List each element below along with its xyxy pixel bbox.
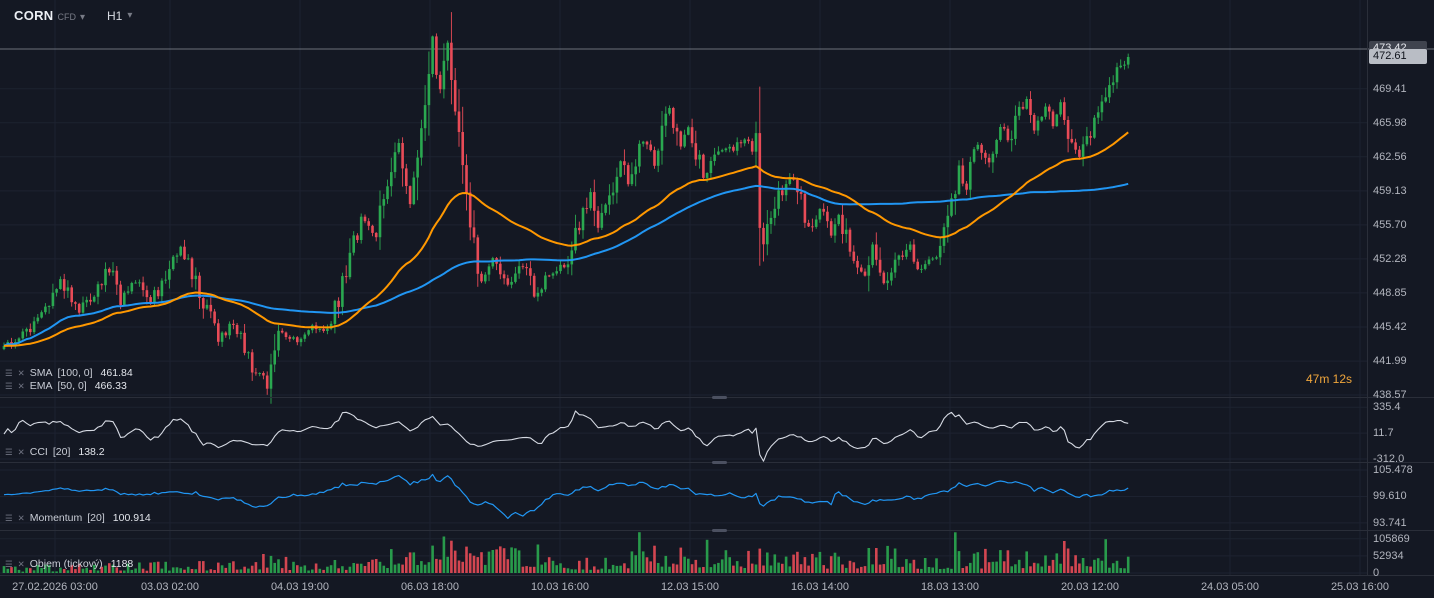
indicator-params: [20] bbox=[87, 512, 105, 524]
indicator-value: 1188 bbox=[110, 558, 134, 570]
indicator-value: 100.914 bbox=[112, 512, 151, 524]
indicator-name: SMA bbox=[29, 367, 53, 379]
indicator-menu-icon[interactable]: ☰ bbox=[5, 447, 13, 457]
indicator-menu-icon[interactable]: ☰ bbox=[5, 368, 13, 378]
indicator-close-icon[interactable]: ✕ bbox=[17, 559, 25, 569]
timeframe-selector[interactable]: H1 ▾ bbox=[107, 9, 132, 23]
symbol-name: CORN bbox=[14, 8, 54, 23]
indicator-params: [20] bbox=[52, 446, 71, 458]
indicator-label-momentum: ☰ ✕ Momentum [20] 100.914 bbox=[5, 512, 151, 524]
indicator-label-ema: ☰ ✕ EMA [50, 0] 466.33 bbox=[5, 380, 127, 392]
indicator-menu-icon[interactable]: ☰ bbox=[5, 559, 13, 569]
chart-header: CORN CFD ▾ H1 ▾ bbox=[14, 8, 132, 23]
indicator-label-cci: ☰ ✕ CCI [20] 138.2 bbox=[5, 446, 105, 458]
indicator-close-icon[interactable]: ✕ bbox=[17, 368, 25, 378]
chevron-down-icon: ▾ bbox=[127, 10, 133, 21]
indicator-name: CCI bbox=[29, 446, 48, 458]
instrument-type-label: CFD bbox=[57, 12, 76, 22]
last-price-tag: 472.61 bbox=[1369, 49, 1427, 65]
indicator-value: 461.84 bbox=[100, 367, 133, 379]
indicator-value: 138.2 bbox=[78, 446, 105, 458]
indicator-label-volume: ☰ ✕ Objem (tickový) 1188 bbox=[5, 558, 133, 570]
indicator-params: [50, 0] bbox=[57, 380, 87, 392]
indicator-name: Objem (tickový) bbox=[29, 558, 103, 570]
indicator-close-icon[interactable]: ✕ bbox=[17, 447, 25, 457]
indicator-label-sma: ☰ ✕ SMA [100, 0] 461.84 bbox=[5, 367, 133, 379]
bar-countdown-timer: 47m 12s bbox=[1306, 372, 1353, 386]
symbol-selector[interactable]: CORN CFD ▾ bbox=[14, 8, 85, 23]
chevron-down-icon: ▾ bbox=[79, 12, 86, 23]
indicator-params: [100, 0] bbox=[57, 367, 93, 379]
indicator-close-icon[interactable]: ✕ bbox=[17, 513, 25, 523]
indicator-value: 466.33 bbox=[94, 380, 127, 392]
indicator-name: Momentum bbox=[29, 512, 83, 524]
indicator-close-icon[interactable]: ✕ bbox=[17, 381, 25, 391]
indicator-name: EMA bbox=[29, 380, 53, 392]
indicator-menu-icon[interactable]: ☰ bbox=[5, 513, 13, 523]
timeframe-label: H1 bbox=[107, 8, 123, 23]
indicator-menu-icon[interactable]: ☰ bbox=[5, 381, 13, 391]
